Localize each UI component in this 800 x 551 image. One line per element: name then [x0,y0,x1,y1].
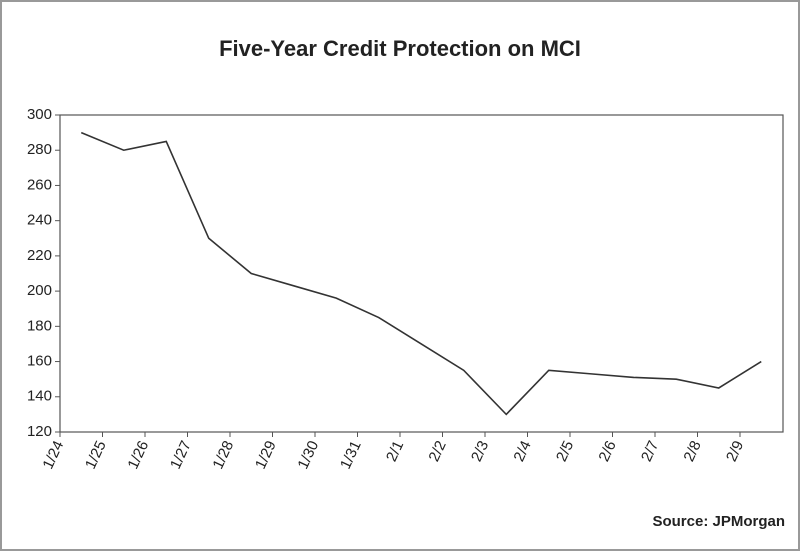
y-tick-label: 160 [27,353,52,370]
y-tick-label: 180 [27,317,52,334]
y-tick-label: 240 [27,212,52,229]
y-tick-label: 300 [27,106,52,123]
chart-title: Five-Year Credit Protection on MCI [219,36,581,61]
y-tick-label: 260 [27,176,52,193]
y-tick-label: 280 [27,141,52,158]
y-tick-label: 140 [27,388,52,405]
y-tick-label: 120 [27,423,52,440]
source: Source: JPMorgan [652,513,785,530]
y-tick-label: 220 [27,247,52,264]
plot-area [59,114,784,433]
y-tick-label: 200 [27,282,52,299]
series-line [80,131,762,416]
